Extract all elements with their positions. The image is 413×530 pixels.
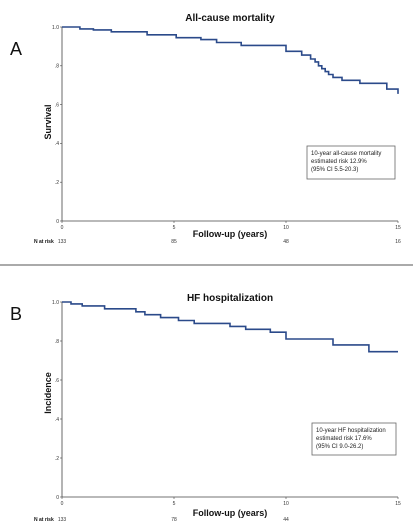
x-tick-label: 0 xyxy=(61,225,64,231)
y-tick-label: 0 xyxy=(56,219,59,225)
x-tick-label: 10 xyxy=(283,501,289,507)
annotation-frame xyxy=(306,145,396,180)
y-tick-label: .8 xyxy=(55,64,59,70)
risk-count: 133 xyxy=(58,239,67,245)
km-curve xyxy=(62,26,399,94)
risk-count: 78 xyxy=(171,517,177,523)
panel-letter: A xyxy=(10,39,22,59)
risk-count: 48 xyxy=(283,239,289,245)
risk-table-label: N at risk xyxy=(34,517,54,523)
annotation-line: (95% CI 9.0-26.2) xyxy=(316,444,363,450)
x-tick-label: 15 xyxy=(395,225,401,231)
y-tick-label: .2 xyxy=(55,180,59,186)
panel-letter: B xyxy=(10,304,22,324)
annotation-frame xyxy=(311,422,397,456)
panel-b: B HF hospitalization Incidence Follow-up… xyxy=(10,293,401,523)
annotation-line: estimated risk 17.6% xyxy=(316,436,372,442)
panel-a: A All-cause mortality Survival Follow-up… xyxy=(10,13,401,245)
x-tick-label: 5 xyxy=(173,501,176,507)
risk-count: 44 xyxy=(283,517,289,523)
y-tick-label: 0 xyxy=(56,495,59,501)
km-curve xyxy=(62,301,398,353)
risk-annotation-box: 10-year HF hospitalization estimated ris… xyxy=(311,422,397,456)
annotation-line: (95% CI 5.5-20.3) xyxy=(311,167,358,173)
risk-count: 85 xyxy=(171,239,177,245)
x-axis-title: Follow-up (years) xyxy=(193,508,268,518)
x-axis-title: Follow-up (years) xyxy=(193,229,268,239)
risk-annotation-box: 10-year all-cause mortality estimated ri… xyxy=(306,145,396,180)
y-tick-label: .4 xyxy=(55,141,59,147)
y-tick-label: 1.0 xyxy=(52,25,59,31)
x-tick-label: 5 xyxy=(173,225,176,231)
x-tick-label: 10 xyxy=(283,225,289,231)
annotation-line: 10-year HF hospitalization xyxy=(316,428,386,434)
x-tick-label: 0 xyxy=(61,501,64,507)
y-axis-title: Incidence xyxy=(43,372,53,414)
risk-count: 133 xyxy=(58,517,67,523)
y-tick-label: .6 xyxy=(55,102,59,108)
annotation-line: estimated risk 12.9% xyxy=(311,159,367,165)
y-tick-label: 1.0 xyxy=(52,300,59,306)
chart-title: All-cause mortality xyxy=(185,13,275,24)
risk-table-label: N at risk xyxy=(34,239,54,245)
y-tick-label: .2 xyxy=(55,456,59,462)
x-tick-label: 15 xyxy=(395,501,401,507)
risk-count: 16 xyxy=(395,239,401,245)
annotation-line: 10-year all-cause mortality xyxy=(311,151,381,157)
y-tick-label: .4 xyxy=(55,417,59,423)
chart-title: HF hospitalization xyxy=(187,293,273,304)
y-axis-title: Survival xyxy=(43,104,53,139)
y-tick-label: .8 xyxy=(55,339,59,345)
y-tick-label: .6 xyxy=(55,378,59,384)
